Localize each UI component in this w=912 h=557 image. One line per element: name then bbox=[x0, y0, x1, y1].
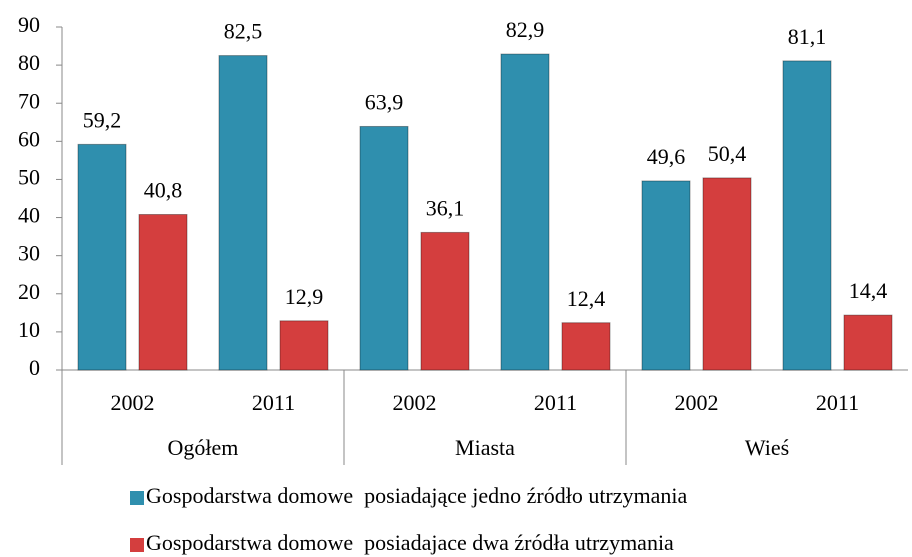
x-tick-label: 2011 bbox=[816, 390, 859, 415]
value-label: 50,4 bbox=[708, 141, 747, 166]
value-label: 59,2 bbox=[83, 107, 122, 132]
value-label: 82,9 bbox=[506, 17, 545, 42]
value-label: 12,4 bbox=[567, 286, 606, 311]
bar bbox=[702, 177, 752, 371]
value-label: 49,6 bbox=[647, 144, 686, 169]
legend-swatch bbox=[130, 538, 144, 552]
y-tick-label: 60 bbox=[18, 126, 40, 151]
value-label: 82,5 bbox=[224, 19, 263, 44]
y-tick-label: 20 bbox=[18, 279, 40, 304]
value-label: 81,1 bbox=[788, 24, 827, 49]
bar bbox=[138, 214, 188, 371]
y-tick-label: 0 bbox=[29, 355, 40, 380]
bar bbox=[359, 125, 409, 371]
bar bbox=[218, 55, 268, 371]
x-tick-label: 2002 bbox=[675, 390, 719, 415]
bar bbox=[77, 143, 127, 371]
y-tick-label: 70 bbox=[18, 88, 40, 113]
x-tick-label: 2011 bbox=[252, 390, 295, 415]
bar bbox=[279, 320, 329, 371]
bar bbox=[641, 180, 691, 371]
bar bbox=[420, 231, 470, 371]
value-label: 12,9 bbox=[285, 284, 324, 309]
y-tick-label: 80 bbox=[18, 50, 40, 75]
x-tick-label: 2011 bbox=[534, 390, 577, 415]
group-label: Ogółem bbox=[168, 435, 239, 460]
legend-swatch bbox=[130, 491, 144, 505]
x-tick-label: 2002 bbox=[393, 390, 437, 415]
x-tick-label: 2002 bbox=[111, 390, 155, 415]
bar bbox=[782, 60, 832, 371]
value-label: 14,4 bbox=[849, 278, 888, 303]
y-tick-label: 10 bbox=[18, 317, 40, 342]
bar bbox=[843, 314, 893, 371]
value-label: 63,9 bbox=[365, 90, 404, 115]
value-label: 36,1 bbox=[426, 195, 465, 220]
y-tick-label: 50 bbox=[18, 164, 40, 189]
y-tick-label: 90 bbox=[18, 12, 40, 37]
bar bbox=[500, 53, 550, 371]
value-label: 40,8 bbox=[144, 178, 183, 203]
y-tick-label: 40 bbox=[18, 203, 40, 228]
bar bbox=[561, 322, 611, 371]
y-tick-label: 30 bbox=[18, 241, 40, 266]
legend-label: Gospodarstwa domowe posiadajace dwa źród… bbox=[146, 530, 674, 555]
group-label: Wieś bbox=[745, 435, 789, 460]
legend-label: Gospodarstwa domowe posiadające jedno źr… bbox=[146, 483, 688, 508]
group-label: Miasta bbox=[455, 435, 515, 460]
